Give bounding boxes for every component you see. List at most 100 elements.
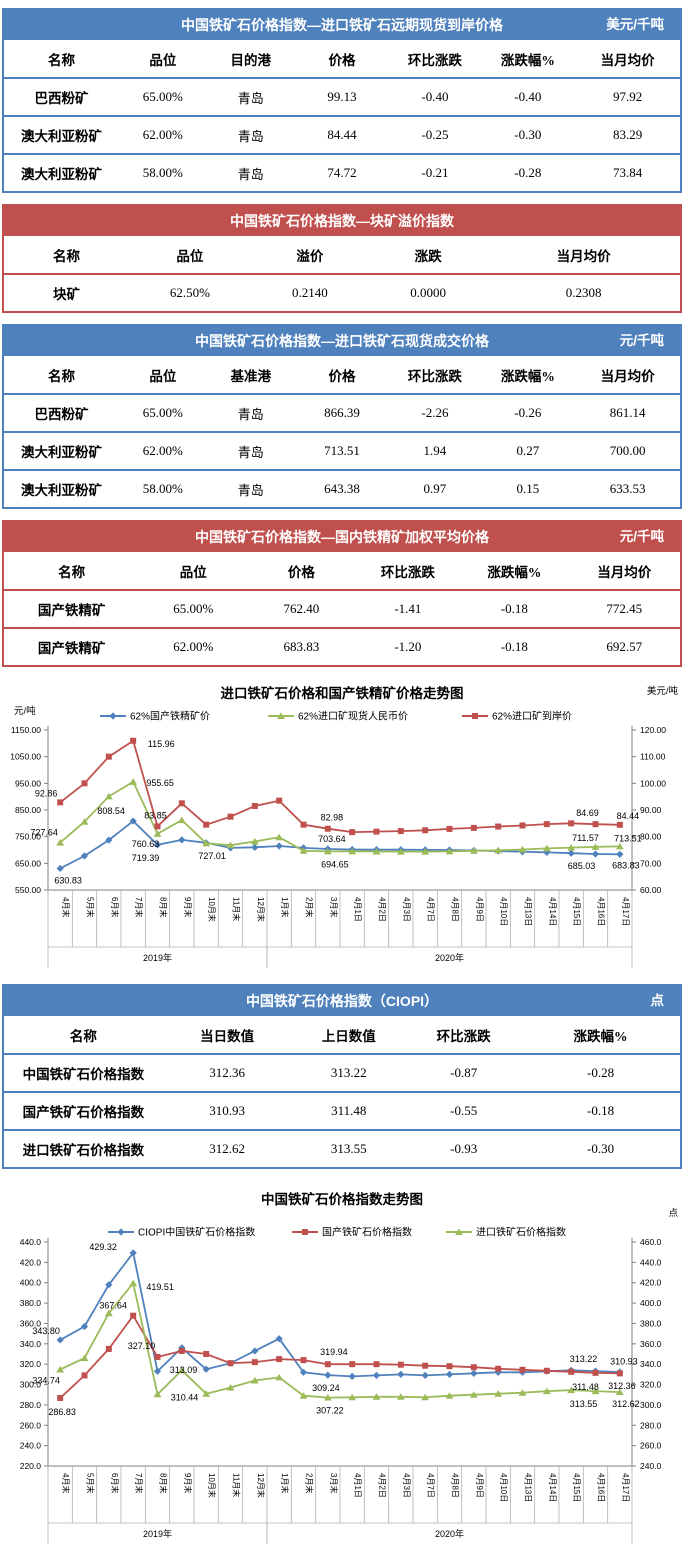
svg-text:419.51: 419.51: [146, 1282, 174, 1292]
table-header-row: 名称 品位 价格 环比涨跌 涨跌幅% 当月均价: [4, 552, 680, 591]
svg-text:711.57: 711.57: [572, 833, 599, 843]
table-cell: 83.29: [575, 116, 680, 155]
svg-text:808.54: 808.54: [97, 806, 125, 816]
table-cell: 62.00%: [118, 116, 207, 155]
table-cell: -1.20: [394, 639, 422, 654]
table-title: 中国铁矿石价格指数—块矿溢价指数: [230, 213, 454, 229]
svg-text:进口铁矿石价格指数: 进口铁矿石价格指数: [476, 1226, 566, 1239]
column-header: 价格: [294, 356, 390, 395]
table-cell: -0.87: [406, 1054, 522, 1093]
svg-text:319.94: 319.94: [320, 1347, 348, 1357]
table-title-bar: 中国铁矿石价格指数—进口铁矿石远期现货到岸价格 美元/千吨: [4, 10, 680, 40]
row-name-cell: 澳大利亚粉矿: [4, 116, 119, 155]
column-header: 价格: [294, 40, 390, 79]
svg-text:100.00: 100.00: [640, 778, 666, 788]
svg-text:713.51: 713.51: [614, 833, 642, 843]
table-cell: 0.2308: [565, 285, 602, 300]
svg-text:400.0: 400.0: [640, 1298, 662, 1308]
table-cell: -0.18: [500, 639, 528, 654]
table-header-row: 名称 品位 基准港 价格 环比涨跌 涨跌幅% 当月均价: [4, 356, 680, 395]
table-title: 中国铁矿石价格指数—进口铁矿石现货成交价格: [195, 333, 489, 349]
svg-text:1050.00: 1050.00: [10, 752, 41, 762]
column-header: 环比涨跌: [389, 40, 481, 79]
row-name-cell: 中国铁矿石价格指数: [4, 1054, 163, 1093]
column-header: 当月均价: [487, 236, 680, 275]
svg-text:2019年: 2019年: [143, 1528, 172, 1539]
table-cell: 65.00%: [139, 590, 248, 629]
column-header: 名称: [4, 1016, 163, 1055]
table-domestic-concentrate-price: 中国铁矿石价格指数—国内铁精矿加权平均价格 元/千吨 名称 品位 价格 环比涨跌 涨跌幅…: [2, 520, 682, 667]
svg-text:2020年: 2020年: [435, 1528, 464, 1539]
svg-text:9月末: 9月末: [183, 897, 193, 917]
svg-text:260.0: 260.0: [640, 1441, 662, 1451]
table-cell: 青岛: [206, 116, 295, 155]
table-cell: -0.18: [521, 1092, 680, 1131]
table-cell: -0.93: [450, 1141, 478, 1156]
table-grid: 名称 品位 价格 环比涨跌 涨跌幅% 当月均价 国产铁精矿 65.00% 762.40 -1.41…: [4, 552, 680, 665]
table-header-row: 名称 品位 溢价 涨跌 当月均价: [4, 236, 680, 275]
svg-text:6月末: 6月末: [110, 1473, 120, 1493]
svg-text:220.0: 220.0: [20, 1461, 42, 1471]
svg-text:340.0: 340.0: [20, 1339, 42, 1349]
svg-text:2月末: 2月末: [305, 1473, 315, 1493]
table-title-bar: 中国铁矿石价格指数—进口铁矿石现货成交价格 元/千吨: [4, 326, 680, 356]
column-header: 涨跌: [369, 236, 488, 275]
svg-text:中国铁矿石价格指数走势图: 中国铁矿石价格指数走势图: [261, 1191, 423, 1207]
table-cell: 633.53: [609, 481, 646, 496]
table-unit-label: 美元/千吨: [606, 17, 664, 32]
svg-text:312.36: 312.36: [608, 1381, 636, 1391]
table-cell: 97.92: [575, 78, 680, 117]
row-name-cell: 进口铁矿石价格指数: [22, 1143, 145, 1158]
table-cell: 62.00%: [173, 639, 214, 654]
svg-text:313.09: 313.09: [170, 1365, 198, 1375]
svg-text:280.0: 280.0: [20, 1400, 42, 1410]
table-title: 中国铁矿石价格指数（CIOPI）: [245, 993, 439, 1009]
table-row: 巴西粉矿 65.00% 青岛 99.13 -0.40 -0.40 97.92: [4, 78, 680, 117]
table-row: 巴西粉矿 65.00% 青岛 866.39 -2.26 -0.26 861.14: [4, 394, 680, 433]
svg-text:4月15日: 4月15日: [572, 897, 581, 926]
table-cell: 683.83: [283, 639, 320, 654]
svg-text:2019年: 2019年: [143, 952, 172, 963]
svg-text:719.39: 719.39: [132, 853, 160, 863]
svg-text:90.00: 90.00: [640, 805, 662, 815]
svg-text:3月末: 3月末: [329, 1473, 339, 1493]
svg-text:630.83: 630.83: [54, 875, 82, 885]
table-cell: 713.51: [294, 432, 390, 471]
import-vs-domestic-price-trend-chart: 进口铁矿石价格和国产铁精矿价格走势图 元/吨 美元/吨 62%国产铁精矿价 62%进口矿…: [0, 678, 684, 979]
svg-text:320.0: 320.0: [640, 1380, 662, 1390]
table-header-row: 名称 品位 目的港 价格 环比涨跌 涨跌幅% 当月均价: [4, 40, 680, 79]
svg-text:82.98: 82.98: [321, 813, 344, 823]
table-ciopi-index: 中国铁矿石价格指数（CIOPI） 点 名称 当日数值 上日数值 环比涨跌 涨跌幅% 中国铁…: [2, 984, 682, 1169]
svg-text:950.00: 950.00: [15, 778, 41, 788]
table-cell: 0.0000: [410, 285, 447, 300]
svg-text:300.0: 300.0: [640, 1400, 662, 1410]
svg-text:4月17日: 4月17日: [621, 897, 630, 926]
table-cell: -0.18: [460, 590, 569, 629]
table-header-row: 名称 当日数值 上日数值 环比涨跌 涨跌幅%: [4, 1016, 680, 1055]
column-header: 当日数值: [162, 1016, 292, 1055]
svg-text:80.00: 80.00: [640, 832, 662, 842]
table-cell: -0.55: [406, 1092, 522, 1131]
table-unit-label: 元/千吨: [619, 529, 664, 544]
column-header: 基准港: [206, 356, 295, 395]
svg-text:4月2日: 4月2日: [378, 897, 387, 922]
svg-text:340.0: 340.0: [640, 1359, 662, 1369]
table-grid: 名称 品位 目的港 价格 环比涨跌 涨跌幅% 当月均价 巴西粉矿 65.00% 青岛 99.13 -0…: [4, 40, 680, 191]
table-row: 国产铁矿石价格指数 310.93 311.48 -0.55 -0.18: [4, 1092, 680, 1131]
column-header: 环比涨跌: [355, 552, 461, 591]
table-cell: -0.40: [389, 78, 481, 117]
svg-text:62%进口矿现货人民币价: 62%进口矿现货人民币价: [298, 710, 408, 723]
table-grid: 名称 当日数值 上日数值 环比涨跌 涨跌幅% 中国铁矿石价格指数 312.36 313.22-…: [4, 1016, 680, 1167]
table-import-forward-price: 中国铁矿石价格指数—进口铁矿石远期现货到岸价格 美元/千吨 名称 品位 目的港 价格环…: [2, 8, 682, 193]
column-header: 品位: [129, 236, 251, 275]
table-cell: 73.84: [612, 165, 643, 180]
row-name-cell: 国产铁精矿: [4, 590, 140, 629]
table-row: 澳大利亚粉矿 62.00% 青岛 713.51 1.94 0.27 700.00: [4, 432, 680, 471]
svg-text:4月末: 4月末: [61, 897, 71, 917]
svg-text:650.00: 650.00: [15, 858, 41, 868]
svg-text:11月末: 11月末: [232, 897, 242, 921]
svg-text:4月10日: 4月10日: [499, 1473, 508, 1502]
column-header: 当月均价: [568, 552, 680, 591]
svg-text:4月13日: 4月13日: [524, 897, 533, 926]
